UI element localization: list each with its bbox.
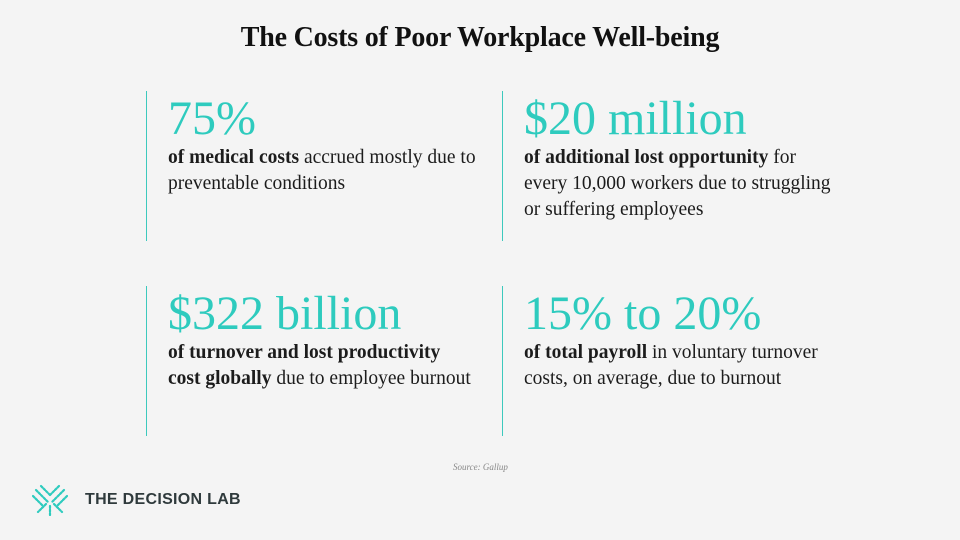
stat-value: $322 billion (168, 287, 402, 340)
stat-medical-costs: 75% of medical costs accrued mostly due … (146, 91, 476, 241)
source-note: Source: Gallup (453, 462, 508, 472)
stat-value: 75% (168, 92, 256, 145)
stat-description-bold: of turnover and lost productivity cost g… (168, 342, 441, 389)
stat-description: of additional lost opportunity for every… (524, 145, 832, 223)
stat-description-rest: due to employee burnout (271, 368, 471, 389)
stat-description-rest: for every 10,000 workers due to struggli… (524, 147, 831, 220)
stat-turnover-global: $322 billion of turnover and lost produc… (146, 286, 476, 436)
stat-payroll: 15% to 20% of total payroll in voluntary… (502, 286, 832, 436)
stat-description-bold: of additional lost opportunity (524, 147, 769, 168)
stat-value: 15% to 20% (524, 287, 762, 340)
stat-description-bold: of medical costs (168, 147, 300, 168)
stat-description: of turnover and lost productivity cost g… (168, 340, 476, 392)
stat-description: of medical costs accrued mostly due to p… (168, 145, 476, 197)
brand-name: THE DECISION LAB (85, 491, 241, 508)
stat-description: of total payroll in voluntary turnover c… (524, 340, 832, 392)
page-title: The Costs of Poor Workplace Well-being (240, 22, 720, 53)
stat-lost-opportunity: $20 million of additional lost opportuni… (502, 91, 832, 241)
stat-description-rest: accrued mostly due to preventable condit… (168, 147, 476, 194)
stat-description-rest: in voluntary turnover costs, on average,… (524, 342, 818, 389)
decision-lab-logo-icon (32, 484, 68, 516)
brand-logo: THE DECISION LAB (32, 484, 241, 516)
stat-value: $20 million (524, 92, 747, 145)
stat-description-bold: of total payroll (524, 342, 648, 363)
